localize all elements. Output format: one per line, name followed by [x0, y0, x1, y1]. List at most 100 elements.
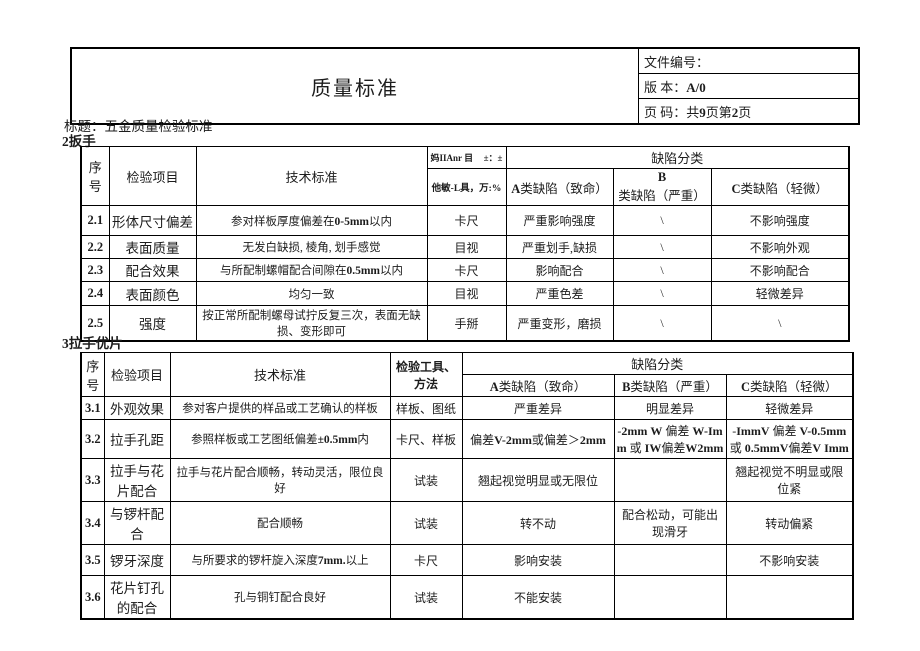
cell-defect-b: 明显差异 — [613, 396, 727, 420]
cell-defect-a: 严重划手,缺损 — [505, 235, 614, 259]
cell-standard: 参对客户提供的样品或工艺确认的样板 — [169, 396, 391, 420]
col-header-tool-top: 妈IIAnr 目 ±：± — [426, 146, 507, 169]
wrench-inspection-table: 序号 检验项目 技术标准 妈IIAnr 目 ±：± 缺陷分类 他敏-L具，万:% … — [80, 146, 850, 342]
cell-defect-c: 翘起视觉不明显或限 位紧 — [725, 458, 854, 502]
cell-defect-a: 严重影响强度 — [505, 205, 614, 236]
col-header-defect-c: C类缺陷（轻微） — [710, 168, 850, 206]
version-value: A/0 — [686, 79, 706, 95]
col-header-defect-a: A类缺陷（致命） — [505, 168, 614, 206]
cell-defect-a: 严重色差 — [505, 281, 614, 306]
cell-defect-b: \ — [612, 305, 712, 342]
cell-standard: 配合顺畅 — [169, 501, 391, 545]
cell-serial: 3.1 — [80, 396, 105, 420]
cell-standard: 与所配制螺帽配合间隙在0.5mm以内 — [195, 258, 428, 282]
table-row: 3.5 锣牙深度 与所要求的锣杆旋入深度7mm.以上 卡尺 影响安装 不影响安装 — [80, 544, 854, 576]
col-header-defect-group: 缺陷分类 — [461, 352, 854, 375]
col-header-defect-a: A类缺陷（致命） — [461, 374, 615, 397]
cell-tool: 样板、图纸 — [389, 396, 463, 420]
cell-defect-c: -ImmV 偏差 V-0.5mm 或 0.5mmV偏差V Imm — [725, 419, 854, 459]
cell-defect-b: \ — [612, 235, 712, 259]
col-header-tool: 检验工具、方法 — [389, 352, 463, 397]
cell-item: 拉手与花片配合 — [103, 458, 171, 502]
cell-defect-b — [613, 544, 727, 576]
cell-item: 表面颜色 — [108, 281, 197, 306]
table-row: 3.3 拉手与花片配合 拉手与花片配合顺畅，转动灵活，限位良好 试装 翘起视觉明… — [80, 458, 854, 502]
cell-defect-b: \ — [612, 258, 712, 282]
cell-defect-c: 轻微差异 — [710, 281, 850, 306]
cell-defect-a: 严重变形，磨损 — [505, 305, 614, 342]
cell-defect-a: 影响配合 — [505, 258, 614, 282]
cell-standard: 均匀一致 — [195, 281, 428, 306]
col-header-item: 检验项目 — [103, 352, 171, 397]
table-subheader-row: 他敏-L具，万:% A类缺陷（致命） B类缺陷（严重） C类缺陷（轻微） — [81, 168, 850, 206]
cell-serial: 3.3 — [80, 458, 105, 502]
cell-defect-c: 不影响安装 — [725, 544, 854, 576]
cell-serial: 2.3 — [80, 258, 110, 282]
col-header-item: 检验项目 — [108, 146, 197, 206]
header-row: 质量标准 文件编号： — [70, 47, 860, 125]
cell-defect-c: 不影响配合 — [710, 258, 850, 282]
page-number-value: 共9页第2页 — [686, 104, 752, 120]
tool-header-fragment: 妈IIAnr 目 — [430, 153, 474, 163]
col-header-tool-bottom: 他敏-L具，万:% — [426, 168, 507, 206]
document-subtitle: 标题：五金质量检验标准 — [64, 119, 213, 134]
cell-defect-c: 轻微差异 — [725, 396, 854, 420]
table-row: 2.4 表面颜色 均匀一致 目视 严重色差 \ 轻微差异 — [80, 281, 850, 306]
table-row: 3.2 拉手孔距 参照样板或工艺图纸偏差±0.5mm内 卡尺、样板 偏差V-2m… — [80, 419, 854, 459]
cell-defect-c: 不影响强度 — [710, 205, 850, 236]
cell-item: 表面质量 — [108, 235, 197, 259]
cell-defect-c: 转动偏紧 — [725, 501, 854, 545]
table-row: 2.3 配合效果 与所配制螺帽配合间隙在0.5mm以内 卡尺 影响配合 \ 不影… — [80, 258, 850, 282]
cell-defect-c: \ — [710, 305, 850, 342]
cell-item: 形体尺寸偏差 — [108, 205, 197, 236]
header-row: 页 码：共9页第2页 — [71, 98, 860, 125]
table-row: 3.4 与锣杆配合 配合顺畅 试装 转不动 配合松动，可能出现滑牙 转动偏紧 — [80, 501, 854, 545]
cell-tool: 卡尺、样板 — [389, 419, 463, 459]
cell-defect-c — [725, 575, 854, 620]
col-header-defect-c: C类缺陷（轻微） — [725, 374, 854, 397]
cell-item: 强度 — [108, 305, 197, 342]
page-number-cell: 页 码：共9页第2页 — [638, 98, 860, 125]
cell-serial: 2.2 — [80, 235, 110, 259]
col-header-defect-b: B类缺陷（严重） — [613, 374, 727, 397]
file-number-label: 文件编号： — [644, 54, 710, 70]
table-row: 2.1 形体尺寸偏差 参对样板厚度偏差在0-5mm以内 卡尺 严重影响强度 \ … — [80, 205, 850, 236]
cell-serial: 2.4 — [80, 281, 110, 306]
section-2-heading: 2扳手 — [62, 134, 96, 149]
cell-tool: 目视 — [426, 235, 507, 259]
cell-defect-a: 偏差V-2mm或偏差＞2mm — [461, 419, 615, 459]
table-header-row: 序号 检验项目 技术标准 检验工具、方法 缺陷分类 — [80, 352, 854, 397]
cell-tool: 试装 — [389, 575, 463, 620]
cell-defect-a: 影响安装 — [461, 544, 615, 576]
version-cell: 版 本：A/0 — [638, 73, 860, 99]
cell-serial: 3.6 — [80, 575, 105, 620]
cell-tool: 目视 — [426, 281, 507, 306]
section-3-heading: 3拉手优片 — [62, 336, 123, 351]
cell-standard: 按正常所配制螺母试拧反复三次，表面无缺 损、变形即可 — [195, 305, 428, 342]
handle-inspection-table: 序号 检验项目 技术标准 检验工具、方法 缺陷分类 A类缺陷（致命） B类缺陷（… — [80, 352, 854, 620]
table-row: 2.5 强度 按正常所配制螺母试拧反复三次，表面无缺 损、变形即可 手掰 严重变… — [80, 305, 850, 342]
cell-defect-b: \ — [612, 205, 712, 236]
col-header-standard: 技术标准 — [169, 352, 391, 397]
cell-item: 锣牙深度 — [103, 544, 171, 576]
cell-serial: 2.1 — [80, 205, 110, 236]
cell-defect-a: 转不动 — [461, 501, 615, 545]
header-row: 版 本：A/0 — [71, 73, 860, 99]
col-header-defect-group: 缺陷分类 — [505, 146, 850, 169]
table-row: 2.2 表面质量 无发白缺损, 棱角, 划手感觉 目视 严重划手,缺损 \ 不影… — [80, 235, 850, 259]
col-header-serial: 序号 — [80, 352, 105, 397]
cell-tool: 手掰 — [426, 305, 507, 342]
cell-tool: 卡尺 — [426, 258, 507, 282]
cell-defect-a: 严重差异 — [461, 396, 615, 420]
tool-header-fragment: ±：± — [483, 153, 503, 163]
col-header-defect-b: B类缺陷（严重） — [612, 168, 712, 206]
cell-item: 花片钉孔的配合 — [103, 575, 171, 620]
document-title: 质量标准 — [70, 47, 639, 125]
cell-tool: 卡尺 — [426, 205, 507, 236]
page-number-label: 页 码： — [644, 104, 687, 120]
cell-serial: 3.4 — [80, 501, 105, 545]
cell-standard: 孔与铜钉配合良好 — [169, 575, 391, 620]
table-header-row: 序号 检验项目 技术标准 妈IIAnr 目 ±：± 缺陷分类 — [80, 146, 850, 206]
file-number-cell: 文件编号： — [638, 47, 860, 74]
